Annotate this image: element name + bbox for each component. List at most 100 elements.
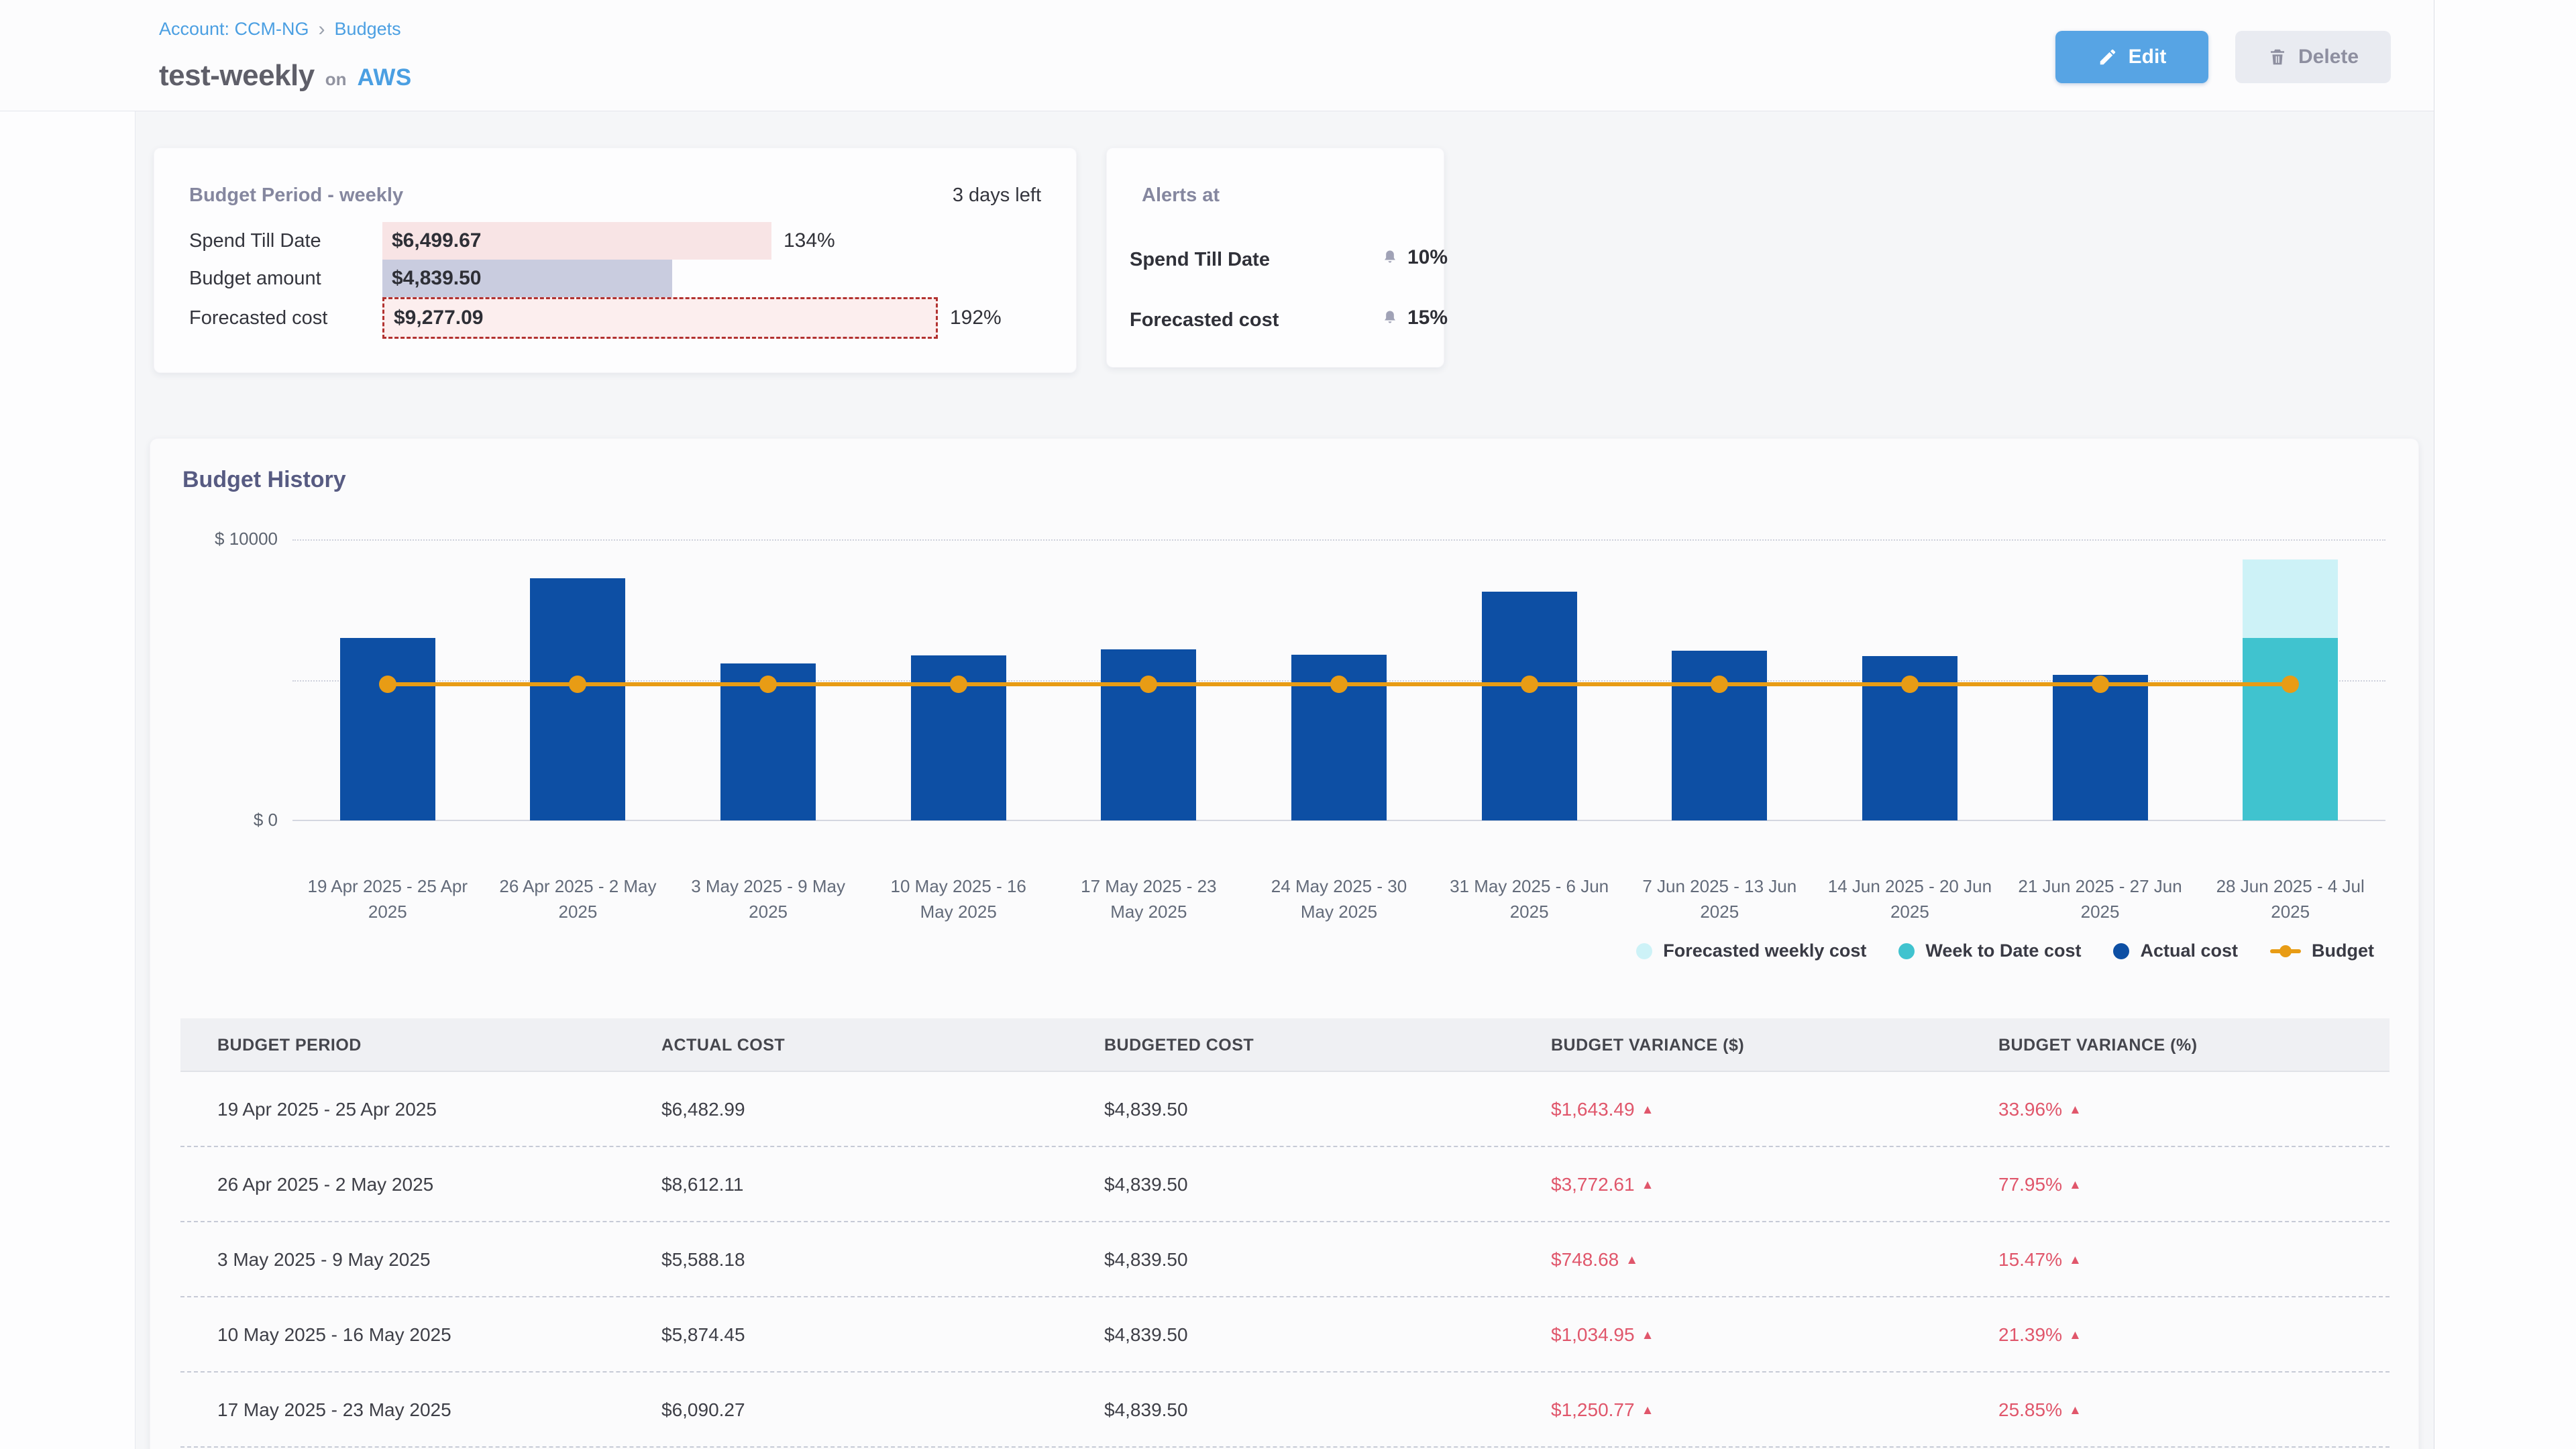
breadcrumb-budgets-link[interactable]: Budgets bbox=[334, 19, 401, 39]
table-cell: 17 May 2025 - 23 May 2025 bbox=[217, 1399, 451, 1420]
legend-dot bbox=[1898, 943, 1915, 959]
table-cell-variance: $748.68 ▲ bbox=[1551, 1249, 1639, 1270]
alert-threshold: 10% bbox=[1381, 246, 1448, 269]
budget-period-card-title: Budget Period - weekly bbox=[189, 184, 404, 206]
table-header-cell[interactable]: BUDGET PERIOD bbox=[217, 1036, 362, 1055]
table-cell: $4,839.50 bbox=[1104, 1249, 1188, 1270]
budget-line-marker[interactable] bbox=[1900, 676, 1919, 694]
legend-item[interactable]: Week to Date cost bbox=[1898, 941, 2081, 961]
budget-period-bar-forecast: $9,277.09 bbox=[382, 297, 938, 339]
page-header: Account: CCM-NG › Budgets test-weekly on… bbox=[0, 0, 2434, 111]
table-row: 3 May 2025 - 9 May 2025 $5,588.18 $4,839.5… bbox=[180, 1222, 2390, 1297]
title-connector: on bbox=[325, 69, 347, 89]
table-cell: $4,839.50 bbox=[1104, 1399, 1188, 1420]
alert-threshold-value: 10% bbox=[1407, 246, 1448, 268]
table-cell: $5,874.45 bbox=[661, 1324, 745, 1345]
table-header-cell[interactable]: ACTUAL COST bbox=[661, 1036, 786, 1055]
chart-bar-actual[interactable] bbox=[2052, 674, 2148, 820]
chart-bar-actual[interactable] bbox=[1101, 649, 1197, 820]
variance-up-icon: ▲ bbox=[2068, 1253, 2082, 1267]
table-header-row: BUDGET PERIOD ACTUAL COST BUDGETED COST BUD… bbox=[180, 1018, 2390, 1072]
budget-history-table: BUDGET PERIOD ACTUAL COST BUDGETED COST BUD… bbox=[180, 1018, 2390, 1448]
right-gutter bbox=[2434, 0, 2576, 1449]
budget-period-bar-budget: $4,839.50 bbox=[382, 260, 672, 297]
alert-threshold-value: 15% bbox=[1407, 307, 1448, 329]
table-cell: $4,839.50 bbox=[1104, 1324, 1188, 1345]
table-cell: 3 May 2025 - 9 May 2025 bbox=[217, 1249, 431, 1270]
budget-period-row-label: Spend Till Date bbox=[189, 230, 321, 252]
table-cell-variance: $1,250.77 ▲ bbox=[1551, 1399, 1654, 1420]
variance-up-icon: ▲ bbox=[2068, 1328, 2082, 1342]
chart-bar-actual[interactable] bbox=[1481, 591, 1577, 820]
budget-line-marker[interactable] bbox=[2282, 676, 2300, 694]
budget-history-chart bbox=[292, 539, 2385, 821]
delete-button-label: Delete bbox=[2298, 46, 2359, 68]
budget-period-bar-overspend: $6,499.67 bbox=[382, 222, 771, 260]
chart-category-label: 28 Jun 2025 - 4 Jul 2025 bbox=[2216, 876, 2365, 922]
alerts-card: Alerts at Spend Till Date 10% Forecasted c… bbox=[1106, 148, 1448, 368]
chart-category-label: 24 May 2025 - 30 May 2025 bbox=[1271, 876, 1407, 922]
breadcrumb-account-link[interactable]: Account: CCM-NG bbox=[159, 19, 309, 39]
alert-row: Spend Till Date 10% bbox=[1107, 246, 1448, 273]
table-header-cell[interactable]: BUDGET VARIANCE ($) bbox=[1551, 1036, 1745, 1055]
budget-line-marker[interactable] bbox=[759, 676, 777, 694]
legend-dot bbox=[1636, 943, 1653, 959]
budget-line-marker[interactable] bbox=[949, 676, 967, 694]
bell-icon bbox=[1385, 250, 1395, 263]
chart-bar-week-to-date[interactable] bbox=[2243, 637, 2339, 820]
variance-up-icon: ▲ bbox=[1641, 1178, 1654, 1192]
budget-line-marker[interactable] bbox=[1140, 676, 1158, 694]
budget-line-marker[interactable] bbox=[378, 676, 396, 694]
budget-line-marker[interactable] bbox=[1711, 676, 1729, 694]
trash-icon bbox=[2270, 49, 2284, 65]
chart-bar-actual[interactable] bbox=[530, 578, 626, 820]
alert-threshold: 15% bbox=[1381, 307, 1448, 329]
table-cell: 26 Apr 2025 - 2 May 2025 bbox=[217, 1174, 434, 1195]
page-title: test-weekly bbox=[159, 59, 315, 92]
budget-period-bar-percent: 192% bbox=[950, 307, 1002, 329]
table-cell: $5,588.18 bbox=[661, 1249, 745, 1270]
budget-period-bar-percent: 134% bbox=[784, 229, 835, 252]
legend-item[interactable]: Actual cost bbox=[2113, 941, 2238, 961]
table-header-cell[interactable]: BUDGETED COST bbox=[1104, 1036, 1254, 1055]
chart-y-tick-label: $ 0 bbox=[253, 810, 278, 830]
table-body: 19 Apr 2025 - 25 Apr 2025 $6,482.99 $4,839… bbox=[180, 1072, 2390, 1448]
chart-legend: Forecasted weekly cost Week to Date cost A… bbox=[1636, 941, 2374, 961]
budget-line-marker[interactable] bbox=[1520, 676, 1538, 694]
budget-period-row: Spend Till Date $6,499.67 134% bbox=[154, 222, 1076, 260]
chart-x-axis-line bbox=[292, 820, 2385, 821]
table-header-cell[interactable]: BUDGET VARIANCE (%) bbox=[1998, 1036, 2198, 1055]
table-row: 26 Apr 2025 - 2 May 2025 $8,612.11 $4,839.… bbox=[180, 1147, 2390, 1222]
title-row: test-weekly on AWS bbox=[159, 59, 412, 93]
budget-period-bar-value: $6,499.67 bbox=[392, 229, 482, 252]
legend-label: Budget bbox=[2312, 941, 2374, 961]
legend-item[interactable]: Forecasted weekly cost bbox=[1636, 941, 1866, 961]
table-cell-variance: 33.96% ▲ bbox=[1998, 1099, 2082, 1120]
chart-category-label: 26 Apr 2025 - 2 May 2025 bbox=[499, 876, 657, 922]
table-cell-variance: 25.85% ▲ bbox=[1998, 1399, 2082, 1420]
budget-period-bar-value: $9,277.09 bbox=[394, 307, 484, 329]
breadcrumb-separator-icon: › bbox=[318, 18, 325, 40]
legend-budget-swatch bbox=[2270, 945, 2302, 957]
budget-line-marker[interactable] bbox=[1330, 676, 1348, 694]
budget-history-title: Budget History bbox=[182, 467, 346, 492]
budget-period-row-label: Forecasted cost bbox=[189, 307, 328, 329]
budget-line-marker[interactable] bbox=[2091, 676, 2109, 694]
variance-up-icon: ▲ bbox=[1641, 1103, 1654, 1117]
budget-line-marker[interactable] bbox=[569, 676, 587, 694]
edit-button[interactable]: Edit bbox=[2055, 31, 2208, 83]
table-cell: $6,090.27 bbox=[661, 1399, 745, 1420]
table-cell-variance: 21.39% ▲ bbox=[1998, 1324, 2082, 1345]
chart-bar-actual[interactable] bbox=[339, 638, 435, 820]
table-cell: $4,839.50 bbox=[1104, 1174, 1188, 1195]
breadcrumb: Account: CCM-NG › Budgets bbox=[159, 19, 401, 40]
delete-button[interactable]: Delete bbox=[2235, 31, 2391, 83]
cloud-provider-label: AWS bbox=[357, 64, 412, 91]
variance-up-icon: ▲ bbox=[1625, 1253, 1639, 1267]
legend-dot bbox=[2113, 943, 2130, 959]
chart-category-label: 10 May 2025 - 16 May 2025 bbox=[890, 876, 1026, 922]
table-row: 10 May 2025 - 16 May 2025 $5,874.45 $4,839… bbox=[180, 1297, 2390, 1373]
legend-label: Forecasted weekly cost bbox=[1663, 941, 1867, 961]
legend-item[interactable]: Budget bbox=[2270, 941, 2374, 961]
